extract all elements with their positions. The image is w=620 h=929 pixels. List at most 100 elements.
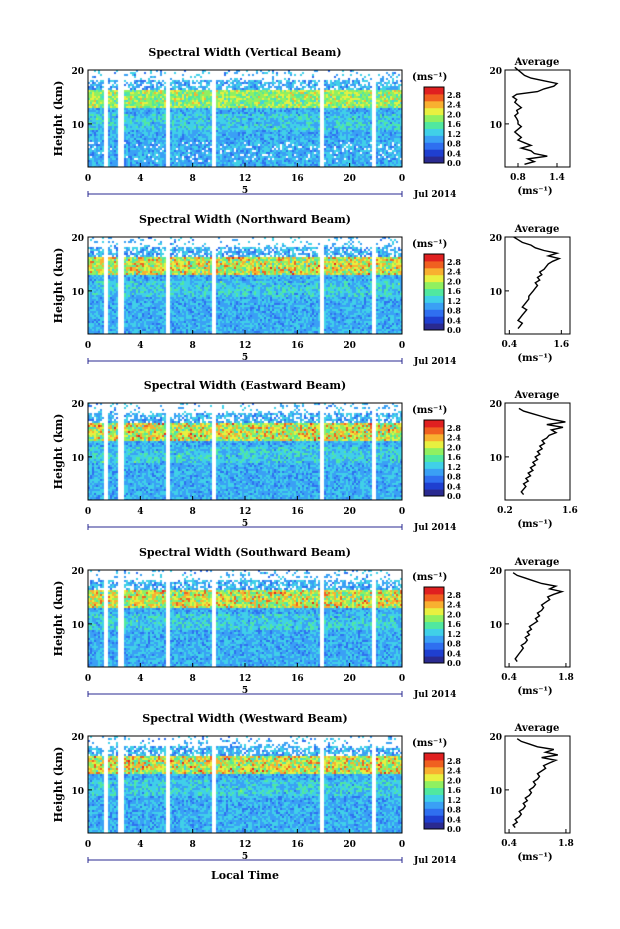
average-unit: (ms⁻¹) <box>517 852 552 863</box>
x-tick-label: 20 <box>343 840 356 850</box>
heatmap-image <box>88 403 402 500</box>
average-y-tick-label: 10 <box>489 121 502 131</box>
average-unit: (ms⁻¹) <box>517 519 552 530</box>
colorbar-tick-label: 0.0 <box>447 158 461 168</box>
colorbar-unit: (ms⁻¹) <box>412 405 447 416</box>
colorbar-tick-label: 1.2 <box>447 462 461 472</box>
y-axis-label: Height (km) <box>52 581 65 657</box>
colorbar-swatch <box>424 815 444 823</box>
average-y-tick-label: 10 <box>489 454 502 464</box>
average-x-tick-label: 0.2 <box>497 506 513 516</box>
colorbar-swatch <box>424 149 444 157</box>
y-tick-label: 20 <box>71 567 84 577</box>
colorbar-unit: (ms⁻¹) <box>412 239 447 250</box>
average-x-tick-label: 0.4 <box>501 340 517 350</box>
colorbar-swatch <box>424 822 444 830</box>
colorbar-tick-label: 0.0 <box>447 325 461 335</box>
colorbar-swatch <box>424 440 444 449</box>
average-y-tick-label: 20 <box>489 567 502 577</box>
colorbar-tick-label: 0.8 <box>447 639 461 649</box>
average-profile-line <box>511 66 559 165</box>
colorbar-tick-label: 0.8 <box>447 306 461 316</box>
colorbar-swatch <box>424 323 444 331</box>
colorbar-swatch <box>424 254 444 262</box>
average-x-tick-label: 0.4 <box>501 673 517 683</box>
colorbar-frame <box>423 586 445 664</box>
colorbar-swatch <box>424 587 444 595</box>
x-tick-label: 12 <box>239 507 252 517</box>
colorbar-swatch <box>424 281 444 290</box>
colorbar-tick-label: 2.0 <box>447 442 461 452</box>
colorbar-swatch <box>424 759 444 768</box>
y-tick-label: 20 <box>71 400 84 410</box>
x-tick-label: 16 <box>291 674 304 684</box>
panel-title: Spectral Width (Vertical Beam) <box>148 46 341 59</box>
colorbar-swatch <box>424 128 444 136</box>
colorbar-swatch <box>424 468 444 476</box>
y-tick-label: 10 <box>71 288 84 298</box>
y-axis-label: Height (km) <box>52 248 65 324</box>
panel-4: Spectral Width (Westward Beam) 20 10 Height… <box>52 712 574 866</box>
date-label: Jul 2014 <box>413 690 456 700</box>
colorbar-swatch <box>424 773 444 782</box>
heatmap-image <box>88 736 402 833</box>
colorbar-swatch <box>424 621 444 629</box>
colorbar-swatch <box>424 753 444 761</box>
colorbar-frame <box>423 86 445 164</box>
average-title: Average <box>514 723 560 734</box>
average-title: Average <box>514 390 560 401</box>
average-frame <box>504 236 571 335</box>
panel-0: Spectral Width (Vertical Beam) 20 10 Height… <box>52 46 571 200</box>
average-title: Average <box>514 557 560 568</box>
panel-title: Spectral Width (Westward Beam) <box>142 712 347 725</box>
colorbar-swatch <box>424 288 444 296</box>
colorbar-swatch <box>424 607 444 616</box>
colorbar-tick-label: 2.4 <box>447 600 461 610</box>
x-tick-label: 20 <box>343 674 356 684</box>
colorbar-tick-label: 0.0 <box>447 658 461 668</box>
colorbar-unit: (ms⁻¹) <box>412 72 447 83</box>
average-frame <box>504 69 571 168</box>
average-x-tick-label: 0.4 <box>501 839 517 849</box>
average-x-tick-label: 1.6 <box>553 340 569 350</box>
panel-title: Spectral Width (Northward Beam) <box>139 213 351 226</box>
colorbar-tick-label: 1.6 <box>447 619 461 629</box>
colorbar-tick-label: 0.8 <box>447 139 461 149</box>
average-frame <box>504 735 571 834</box>
colorbar-tick-label: 1.6 <box>447 785 461 795</box>
x-tick-label: 12 <box>239 840 252 850</box>
colorbar-swatch <box>424 766 444 775</box>
colorbar-tick-label: 2.8 <box>447 257 461 267</box>
colorbar-swatch <box>424 635 444 643</box>
colorbar-tick-label: 2.8 <box>447 423 461 433</box>
panel-title: Spectral Width (Southward Beam) <box>139 546 351 559</box>
x-tick-label: 8 <box>190 840 196 850</box>
average-profile-line <box>512 738 559 829</box>
colorbar-swatch <box>424 309 444 317</box>
x-tick-label: 8 <box>190 674 196 684</box>
panel-3: Spectral Width (Southward Beam) 20 10 Heigh… <box>52 546 574 700</box>
x-tick-label: 0 <box>399 507 405 517</box>
date-marker: 5 <box>242 353 248 363</box>
colorbar-swatch <box>424 447 444 456</box>
colorbar-unit: (ms⁻¹) <box>412 572 447 583</box>
colorbar-swatch <box>424 808 444 816</box>
x-tick-label: 16 <box>291 507 304 517</box>
average-unit: (ms⁻¹) <box>517 686 552 697</box>
colorbar-tick-label: 0.4 <box>447 648 461 658</box>
x-tick-label: 0 <box>399 840 405 850</box>
heatmap-image <box>88 237 402 334</box>
colorbar-swatch <box>424 649 444 657</box>
y-tick-label: 10 <box>71 621 84 631</box>
colorbar-swatch <box>424 482 444 490</box>
x-tick-label: 0 <box>399 674 405 684</box>
average-unit: (ms⁻¹) <box>517 353 552 364</box>
date-label: Jul 2014 <box>413 523 456 533</box>
x-tick-label: 4 <box>137 674 143 684</box>
average-x-tick-label: 1.8 <box>558 839 574 849</box>
average-frame <box>504 569 571 668</box>
colorbar-swatch <box>424 87 444 95</box>
colorbar-tick-label: 1.6 <box>447 452 461 462</box>
x-tick-label: 4 <box>137 174 143 184</box>
average-unit: (ms⁻¹) <box>517 186 552 197</box>
